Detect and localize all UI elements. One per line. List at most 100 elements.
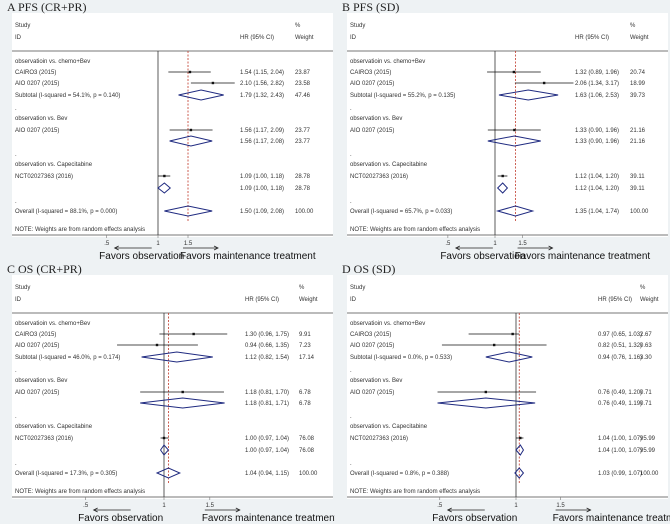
favors-right-label: Favors maintenance treatment: [202, 513, 335, 524]
point-estimate: [542, 81, 546, 85]
forest-row-study: AIO 0207 (2015) 2.06 (1.34, 3.17) 18.99: [350, 81, 646, 87]
weight-value: 6.78: [299, 401, 311, 407]
row-label: .: [350, 106, 352, 112]
forest-row-subtotal: 1.18 (0.81, 1.71) 6.78: [140, 397, 311, 409]
forest-plot-svg: D OS (SD) Study ID HR (95% CI)% Weight observ…: [342, 262, 670, 524]
row-label: Subtotal (I-squared = 46.0%, p = 0.174): [15, 355, 120, 361]
pooled-estimate-diamond: [485, 351, 533, 363]
point-estimate: [519, 436, 522, 440]
hr-ci-value: 1.09 (1.00, 1.18): [240, 186, 284, 192]
favors-left-label: Favors observation: [432, 513, 517, 524]
weight-value: 28.78: [295, 174, 311, 180]
point-estimate: [181, 390, 184, 394]
row-label: AIO 0207 (2015): [15, 343, 59, 349]
header-percent: %: [630, 23, 636, 29]
plot-area: [347, 13, 668, 237]
plot-area: [347, 275, 668, 499]
weight-value: 95.99: [640, 448, 656, 454]
forest-row-subtotal: 1.04 (1.00, 1.07)95.99: [515, 444, 656, 456]
forest-row-spacer: .: [350, 106, 352, 112]
x-tick-label: 1.5: [206, 503, 215, 509]
row-label: AIO 0207 (2015): [15, 128, 59, 134]
forest-row-subtotal: 1.33 (0.90, 1.96) 21.16: [487, 135, 646, 147]
weight-value: 47.46: [295, 93, 311, 99]
weight-value: 23.58: [295, 81, 311, 87]
forest-row-spacer: .: [350, 368, 352, 374]
row-label: Subtotal (I-squared = 55.2%, p = 0.135): [350, 93, 455, 99]
hr-ci-value: 1.63 (1.06, 2.53): [575, 93, 619, 99]
row-label: observatioin vs. chemo+Bev: [350, 59, 425, 65]
hr-ci-value: 1.32 (0.89, 1.96): [575, 70, 619, 76]
point-estimate: [155, 343, 159, 347]
forest-row-group: observation vs. Capecitabine: [350, 162, 428, 168]
weight-value: 7.23: [299, 343, 311, 349]
point-estimate: [484, 390, 488, 394]
point-estimate: [512, 70, 516, 74]
header-weight: Weight: [640, 297, 659, 303]
row-label: observation vs. Capecitabine: [15, 424, 93, 430]
row-label: Overall (I-squared = 65.7%, p = 0.033): [350, 209, 452, 215]
weight-value: 0.63: [640, 343, 652, 349]
forest-row-group: observation vs. Capecitabine: [350, 424, 428, 430]
row-label: observation vs. Bev: [15, 116, 67, 122]
forest-row-subtotal: 1.56 (1.17, 2.08) 23.77: [169, 135, 311, 147]
row-label: AIO 0207 (2015): [350, 128, 394, 134]
row-label: .: [350, 199, 352, 205]
hr-ci-value: 1.04 (1.00, 1.07): [598, 436, 642, 442]
header-weight: Weight: [295, 35, 314, 41]
forest-row-subtotal: 0.76 (0.49, 1.19)0.71: [437, 397, 652, 409]
weight-value: 76.08: [299, 436, 315, 442]
row-label: NCT02027363 (2016): [350, 436, 408, 442]
row-label: .: [350, 152, 352, 158]
forest-row-subtotal: Subtotal (I-squared = 0.0%, p = 0.533) 0.…: [350, 351, 652, 363]
hr-ci-value: 1.18 (0.81, 1.71): [245, 401, 289, 407]
forest-plot-a: A PFS (CR+PR) Study ID HR (95% CI)% Weight ob…: [0, 0, 335, 262]
panel-title: B PFS (SD): [342, 0, 399, 14]
weight-value: 0.71: [640, 401, 652, 407]
row-label: AIO 0207 (2015): [350, 390, 394, 396]
forest-row-study: CAIRO3 (2015) 1.32 (0.89, 1.96) 20.74: [350, 70, 646, 76]
left-arrowhead-icon: [446, 507, 452, 513]
row-label: CAIRO3 (2015): [15, 70, 56, 76]
x-tick-label: 1: [162, 503, 166, 509]
x-tick-label: 1: [156, 241, 160, 247]
forest-row-study: NCT02027363 (2016) 1.00 (0.97, 1.04) 76.08: [15, 436, 315, 442]
weight-value: 39.73: [630, 93, 646, 99]
hr-ci-value: 1.09 (1.00, 1.18): [240, 174, 284, 180]
forest-row-spacer: .: [15, 199, 17, 205]
left-arrowhead-icon: [92, 507, 98, 513]
header-study: Study: [15, 23, 30, 29]
row-label: CAIRO3 (2015): [350, 70, 391, 76]
x-tick-label: 1.5: [556, 503, 565, 509]
weight-value: 39.11: [630, 174, 645, 180]
header-hr-ci: HR (95% CI): [575, 35, 609, 41]
weight-value: 100.00: [630, 209, 649, 215]
header-study: Study: [350, 285, 365, 291]
weight-value: 0.71: [640, 390, 652, 396]
x-tick-label: 1.5: [184, 241, 193, 247]
x-tick-label: 1.5: [518, 241, 527, 247]
forest-row-group: observatioin vs. chemo+Bev: [15, 321, 90, 327]
right-arrowhead-icon: [235, 507, 241, 513]
pooled-estimate-diamond: [178, 89, 224, 101]
weight-value: 100.00: [299, 471, 318, 477]
pooled-estimate-diamond: [496, 182, 509, 194]
row-label: AIO 0207 (2015): [350, 343, 394, 349]
pooled-estimate-diamond: [487, 135, 541, 147]
hr-ci-value: 1.12 (0.82, 1.54): [245, 355, 289, 361]
header-weight: Weight: [299, 297, 318, 303]
forest-row-study: NCT02027363 (2016) 1.04 (1.00, 1.07)95.99: [350, 436, 656, 442]
hr-ci-value: 1.56 (1.17, 2.09): [240, 128, 284, 134]
row-label: .: [15, 461, 17, 467]
hr-ci-value: 0.76 (0.49, 1.19): [598, 401, 642, 407]
forest-row-study: CAIRO3 (2015) 0.97 (0.65, 1.03)2.67: [350, 332, 652, 338]
hr-ci-value: 1.33 (0.90, 1.96): [575, 139, 619, 145]
row-label: .: [350, 368, 352, 374]
forest-row-spacer: .: [15, 368, 17, 374]
point-estimate: [163, 174, 166, 178]
hr-ci-value: 0.94 (0.76, 1.16): [598, 355, 642, 361]
favors-left-label: Favors observation: [78, 513, 163, 524]
row-label: .: [15, 414, 17, 420]
right-arrowhead-icon: [586, 507, 592, 513]
row-label: observation vs. Bev: [350, 116, 402, 122]
